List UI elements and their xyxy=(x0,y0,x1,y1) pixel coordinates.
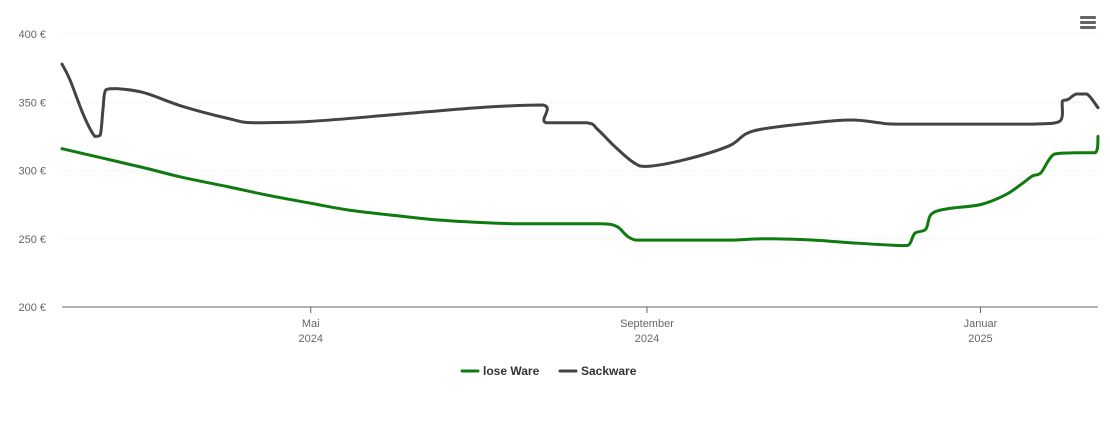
series-line-sackware xyxy=(60,62,1100,168)
y-tick-label: 200 € xyxy=(18,302,46,314)
y-tick-label: 300 € xyxy=(18,166,46,178)
y-axis: 200 € 250 € 300 € 350 € 400 € xyxy=(18,29,46,314)
legend-item-sackware[interactable]: Sackware xyxy=(558,364,637,378)
legend-label: lose Ware xyxy=(483,364,540,378)
x-tick-label-month: September xyxy=(620,318,674,330)
legend-label: Sackware xyxy=(581,364,637,378)
x-tick-label-year: 2024 xyxy=(299,333,323,345)
y-tick-label: 400 € xyxy=(18,29,46,41)
series-line-lose-ware xyxy=(60,134,1100,248)
legend-item-lose-ware[interactable]: lose Ware xyxy=(460,364,540,378)
x-tick-label-month: Mai xyxy=(302,318,320,330)
x-tick-label-year: 2024 xyxy=(635,333,659,345)
y-tick-label: 350 € xyxy=(18,97,46,109)
y-tick-label: 250 € xyxy=(18,234,46,246)
x-axis: Mai 2024 September 2024 Januar 2025 xyxy=(62,306,1098,345)
x-tick-label-month: Januar xyxy=(964,318,998,330)
grid-lines xyxy=(62,33,1098,240)
hamburger-menu-icon xyxy=(1080,16,1096,19)
chart-menu-button[interactable] xyxy=(1076,12,1100,34)
legend[interactable]: lose Ware Sackware xyxy=(460,364,637,378)
x-tick-label-year: 2025 xyxy=(968,333,992,345)
plot-area xyxy=(60,62,1100,248)
